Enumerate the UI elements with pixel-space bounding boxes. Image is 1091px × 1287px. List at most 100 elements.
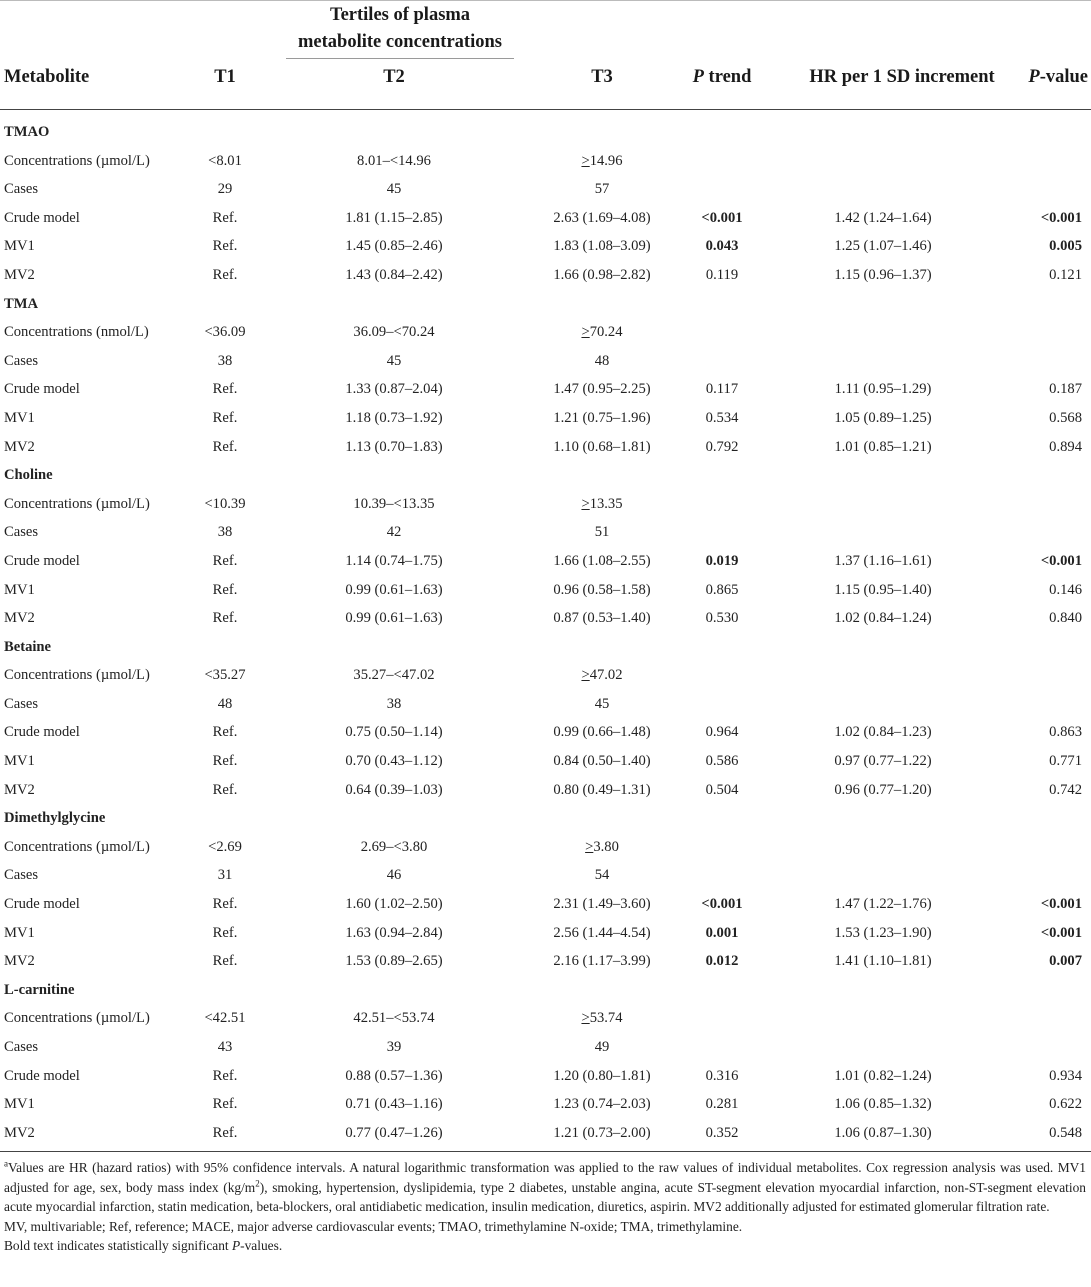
cell-t3: 0.99 (0.66–1.48) — [553, 724, 651, 741]
cell-t1: Ref. — [212, 438, 238, 455]
col-header-p-value-p: P — [1028, 67, 1040, 87]
cell-p-trend: 0.504 — [705, 781, 739, 798]
cell-t2: 10.39–<13.35 — [353, 495, 435, 512]
cell-t1: Ref. — [212, 209, 238, 226]
geq-symbol: > — [581, 495, 590, 512]
row-label: MV2 — [4, 266, 35, 283]
geq-symbol: > — [581, 1010, 590, 1027]
cell-p-value: 0.863 — [1049, 724, 1082, 741]
cell-t3: >47.02 — [520, 667, 684, 684]
cell-hr: 1.25 (1.07–1.46) — [834, 238, 932, 255]
cell-p-value: 0.121 — [1049, 266, 1082, 283]
cell-p-trend: 0.043 — [705, 238, 739, 255]
cell-t2: 8.01–<14.96 — [357, 152, 431, 169]
cell-t3: 1.83 (1.08–3.09) — [553, 238, 651, 255]
col-header-t1: T1 — [214, 67, 236, 87]
cell-t1: <2.69 — [208, 838, 242, 855]
cell-p-trend: 0.119 — [705, 266, 739, 283]
table-row: Concentrations (µmol/L) <42.51 42.51–<53.7… — [0, 1006, 1091, 1035]
group-header-line-1: Tertiles of plasma — [329, 5, 471, 25]
cell-t1: <10.39 — [204, 495, 246, 512]
cell-t2: 1.60 (1.02–2.50) — [345, 896, 443, 913]
cell-t1: Ref. — [212, 924, 238, 941]
geq-symbol: > — [581, 324, 590, 341]
cell-t3-value: 13.35 — [589, 495, 623, 512]
cell-t2: 1.13 (0.70–1.83) — [345, 438, 443, 455]
cell-t2: 38 — [386, 695, 402, 712]
cell-p-trend: 0.001 — [705, 924, 739, 941]
cell-t2: 0.75 (0.50–1.14) — [345, 724, 443, 741]
cell-t1: 38 — [217, 524, 233, 541]
row-label: MV2 — [4, 610, 35, 627]
table-row: Crude model Ref. 0.88 (0.57–1.36) 1.20 (0.8… — [0, 1064, 1091, 1093]
cell-hr: 1.41 (1.10–1.81) — [834, 953, 932, 970]
footnote-a: aValues are HR (hazard ratios) with 95% … — [4, 1158, 1086, 1217]
cell-p-value: <0.001 — [1040, 552, 1082, 569]
footnote-bold-note: Bold text indicates statistically signif… — [4, 1236, 1086, 1256]
cell-t3: >3.80 — [520, 839, 684, 856]
cell-t3: >53.74 — [520, 1010, 684, 1027]
cell-t2: 45 — [386, 352, 402, 369]
cell-t2: 2.69–<3.80 — [360, 838, 428, 855]
cell-t3: 2.16 (1.17–3.99) — [553, 953, 651, 970]
cell-t1: <42.51 — [204, 1010, 246, 1027]
table-row: Crude model Ref. 1.60 (1.02–2.50) 2.31 (1.4… — [0, 892, 1091, 921]
cell-t2: 35.27–<47.02 — [353, 667, 435, 684]
cell-t3: 1.21 (0.75–1.96) — [553, 409, 651, 426]
cell-hr: 1.02 (0.84–1.24) — [834, 610, 932, 627]
col-header-p-value: P-value — [1010, 67, 1088, 88]
cell-p-value: <0.001 — [1040, 896, 1082, 913]
cell-p-trend: <0.001 — [701, 896, 743, 913]
row-label: Crude model — [4, 381, 80, 398]
table-row: Concentrations (µmol/L) <10.39 10.39–<13.3… — [0, 492, 1091, 521]
cell-t1: Ref. — [212, 610, 238, 627]
cell-t2: 0.70 (0.43–1.12) — [345, 753, 443, 770]
cell-p-trend: <0.001 — [701, 209, 743, 226]
bold-note-2: -values. — [240, 1238, 283, 1254]
table-row: MV2 Ref. 1.53 (0.89–2.65) 2.16 (1.17–3.99) 0… — [0, 949, 1091, 978]
cell-t3: >13.35 — [520, 496, 684, 513]
table-row: Concentrations (µmol/L) <8.01 8.01–<14.96 >… — [0, 149, 1091, 178]
cell-p-trend: 0.117 — [705, 381, 739, 398]
cell-p-trend: 0.964 — [705, 724, 739, 741]
table-row: MV2 Ref. 0.77 (0.47–1.26) 1.21 (0.73–2.00) 0… — [0, 1121, 1091, 1150]
cell-hr: 1.06 (0.85–1.32) — [834, 1096, 932, 1113]
row-label: Concentrations (µmol/L) — [4, 838, 150, 855]
section-header-row: TMAO — [0, 120, 1091, 149]
cell-hr: 1.42 (1.24–1.64) — [834, 209, 932, 226]
row-label: Crude model — [4, 209, 80, 226]
row-label: Crude model — [4, 724, 80, 741]
col-header-hr: HR per 1 SD increment — [809, 67, 995, 87]
row-label: Concentrations (nmol/L) — [4, 324, 149, 341]
cell-t2: 46 — [386, 867, 402, 884]
bottom-rule — [0, 1151, 1091, 1152]
row-label: MV1 — [4, 409, 35, 426]
col-header-p-value-rest: -value — [1039, 67, 1088, 87]
row-label: Crude model — [4, 552, 80, 569]
footnote-a-superscript: 2 — [255, 1178, 260, 1189]
cell-t1: Ref. — [212, 781, 238, 798]
section-header-row: Betaine — [0, 635, 1091, 664]
table-body: TMAO Concentrations (µmol/L) <8.01 8.01–<14… — [0, 120, 1091, 1149]
row-label: MV1 — [4, 238, 35, 255]
cell-t3: 49 — [594, 1039, 610, 1055]
cell-t2: 0.99 (0.61–1.63) — [345, 581, 443, 598]
cell-t3: >70.24 — [520, 324, 684, 341]
cell-t3: 54 — [594, 867, 610, 884]
row-label: Cases — [4, 524, 39, 541]
cell-t3: 1.47 (0.95–2.25) — [553, 381, 651, 398]
table-row: MV1 Ref. 0.99 (0.61–1.63) 0.96 (0.58–1.58) 0… — [0, 578, 1091, 607]
cell-t1: Ref. — [212, 1096, 238, 1113]
table-row: Cases 38 45 48 — [0, 349, 1091, 378]
cell-t3-value: 14.96 — [589, 152, 623, 169]
cell-p-trend: 0.530 — [705, 610, 739, 627]
table-row: MV1 Ref. 0.70 (0.43–1.12) 0.84 (0.50–1.40) 0… — [0, 749, 1091, 778]
row-label: MV1 — [4, 581, 35, 598]
cell-p-trend: 0.865 — [705, 581, 739, 598]
bold-note-1: Bold text indicates statistically signif… — [4, 1238, 232, 1254]
cell-t2: 1.14 (0.74–1.75) — [345, 552, 443, 569]
table-row: MV1 Ref. 1.63 (0.94–2.84) 2.56 (1.44–4.54) 0… — [0, 921, 1091, 950]
cell-t3: 2.31 (1.49–3.60) — [553, 896, 651, 913]
cell-t3: 0.87 (0.53–1.40) — [553, 610, 651, 627]
cell-t2: 0.77 (0.47–1.26) — [345, 1124, 443, 1141]
